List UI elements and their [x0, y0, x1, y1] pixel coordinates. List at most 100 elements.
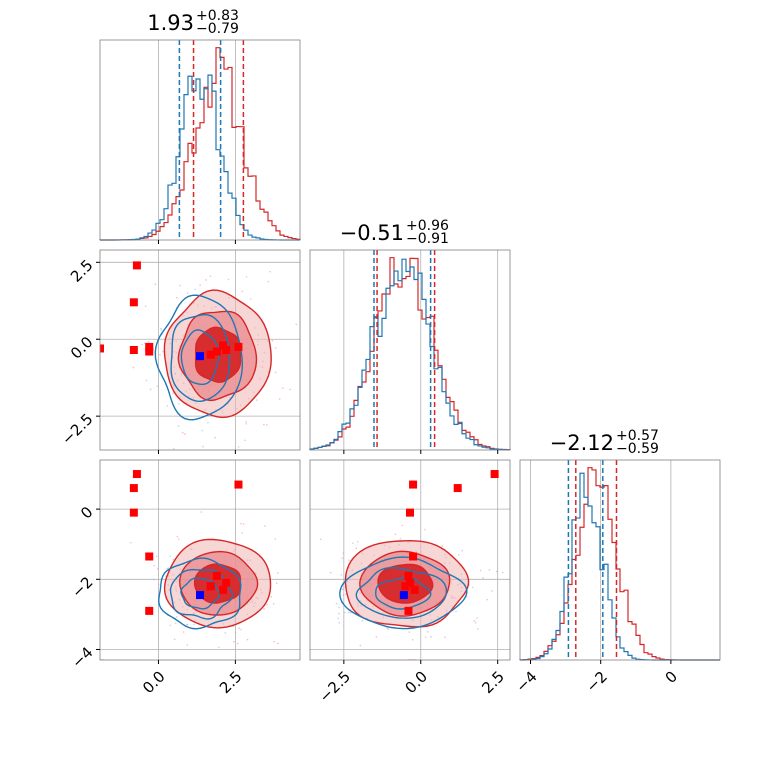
sample-dot-red	[426, 631, 429, 633]
sample-dot-blue	[173, 448, 175, 450]
sample-dot-blue	[477, 628, 479, 630]
sample-dot-blue	[178, 403, 180, 405]
sample-dot-red	[141, 343, 143, 346]
sample-dot-blue	[461, 549, 463, 552]
panel-background	[310, 250, 510, 450]
truth-marker-blue	[399, 591, 408, 600]
sample-dot-red	[495, 570, 498, 573]
sample-dot-blue	[202, 445, 204, 448]
histogram-blue	[100, 74, 301, 241]
contour-panel-2-1	[96, 249, 301, 454]
sample-dot-blue	[455, 610, 457, 613]
sample-dot-blue	[160, 327, 162, 330]
truth-marker-red	[409, 552, 418, 561]
sample-dot-blue	[164, 575, 167, 578]
sample-dot-red	[199, 284, 201, 286]
sample-dot-blue	[491, 590, 493, 592]
panel-background	[100, 40, 300, 240]
sample-dot-red	[178, 538, 180, 540]
panel-title-1: 1.93 +0.83−0.79	[147, 8, 239, 37]
panel-frame	[309, 249, 511, 451]
histogram-blue	[309, 258, 511, 451]
histogram-panel-1	[99, 39, 301, 244]
sample-dot-red	[355, 547, 358, 550]
sample-dot-blue	[342, 625, 345, 627]
sample-dot-blue	[177, 425, 180, 427]
contour-blue-level-3	[180, 329, 220, 385]
sample-dot-blue	[166, 567, 168, 570]
sample-dot-red	[266, 424, 268, 426]
sample-dot-red	[401, 524, 404, 527]
sample-dot-red	[386, 627, 388, 629]
panels-layer: 0.0 2.5 −2.5 0.0 2.5 −4 −2 0−2.50.02.5−4−20	[58, 39, 721, 706]
sample-dot-blue	[387, 628, 390, 630]
sample-dot-blue	[430, 635, 432, 638]
panel-frame	[519, 459, 721, 661]
y-tick-label-2: 0.0	[67, 333, 97, 363]
truth-marker-red	[145, 606, 154, 615]
contour-panel-3-2	[309, 459, 511, 664]
sample-dot-blue	[169, 555, 171, 558]
sample-dot-red	[264, 525, 266, 527]
sample-dot-red	[272, 602, 275, 605]
sample-dot-red	[182, 631, 185, 633]
truth-marker-red	[404, 606, 413, 615]
sample-dot-red	[271, 339, 274, 342]
sample-dot-red	[350, 608, 352, 611]
truth-marker-red	[409, 480, 418, 489]
sample-dot-red	[205, 279, 207, 281]
contour-blue-level-3	[180, 577, 221, 610]
sample-dot-blue	[501, 571, 504, 574]
sample-dot-blue	[174, 622, 177, 625]
sample-dot-blue	[349, 612, 352, 614]
sample-dot-red	[245, 423, 248, 425]
sample-dot-red	[245, 421, 247, 423]
truth-marker-red	[129, 484, 138, 493]
sample-dot-red	[263, 423, 265, 426]
sample-dot-blue	[145, 379, 148, 382]
titles-layer: 1.93 +0.83−0.79−0.51 +0.96−0.91−2.12 +0.57−…	[147, 8, 659, 457]
sample-dot-red	[278, 398, 281, 400]
sample-dot-blue	[214, 436, 216, 439]
sample-dot-blue	[344, 611, 346, 614]
truth-marker-blue	[196, 591, 204, 600]
truth-marker-red	[145, 342, 154, 351]
truth-marker-red	[222, 346, 231, 354]
truth-marker-red	[145, 552, 154, 561]
truth-marker-red	[404, 571, 413, 580]
sample-dot-blue	[207, 421, 209, 424]
sample-dot-red	[238, 627, 240, 629]
sample-dot-blue	[359, 644, 362, 647]
sample-dot-red	[241, 532, 244, 534]
truth-marker-red	[219, 585, 228, 594]
sample-dot-red	[482, 577, 484, 579]
sample-dot-red	[242, 523, 245, 525]
sample-dot-red	[132, 366, 135, 369]
contour-blue-level-1	[158, 557, 242, 630]
contour-red-level-3	[193, 563, 242, 604]
contour-blue-level-2	[169, 568, 234, 620]
sample-dot-red	[352, 542, 354, 544]
y-tick-label-3: −2	[68, 573, 96, 601]
title-value: 1.93	[147, 11, 194, 35]
panel-frame	[99, 459, 301, 661]
truth-marker-red	[219, 341, 228, 350]
sample-dot-blue	[237, 446, 240, 448]
sample-dot-red	[154, 283, 157, 286]
sample-dot-red	[270, 595, 273, 598]
sample-dot-red	[149, 388, 152, 391]
contour-blue-level-1	[154, 294, 244, 421]
sample-dot-blue	[408, 631, 411, 633]
contour-blue-level-2	[355, 566, 448, 619]
sample-dot-red	[172, 558, 175, 561]
contour-blue-level-2	[170, 313, 231, 403]
x-tick-label-2: 2.5	[478, 668, 508, 698]
sample-dot-red	[240, 522, 242, 525]
truth-marker-red	[453, 484, 462, 493]
sample-dot-blue	[156, 385, 159, 388]
truth-marker-red	[145, 347, 154, 356]
x-tick-label-3: −4	[512, 668, 540, 696]
sample-dot-red	[486, 598, 488, 601]
panel-clip-group	[310, 460, 510, 660]
